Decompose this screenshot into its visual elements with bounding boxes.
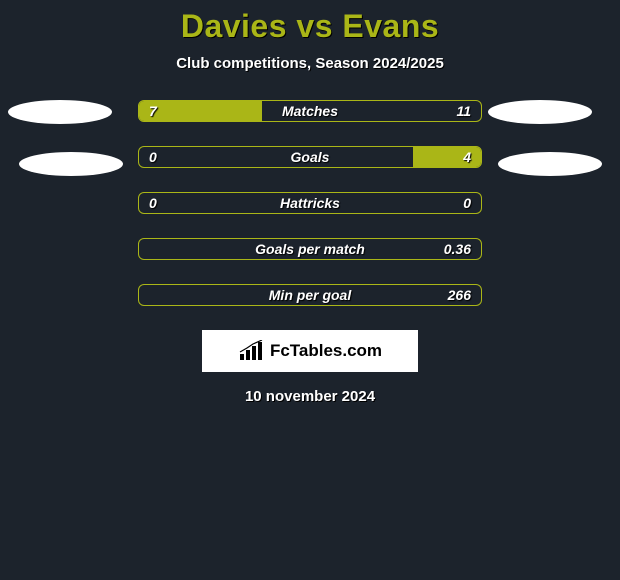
stat-label: Goals <box>291 149 330 165</box>
stat-row: 0.36 Goals per match <box>138 238 482 260</box>
bar-left <box>139 101 262 121</box>
stat-row: 0 4 Goals <box>138 146 482 168</box>
player-right-oval-1 <box>488 100 592 124</box>
stat-value-right: 11 <box>456 103 471 119</box>
stat-row: 7 11 Matches <box>138 100 482 122</box>
stat-value-right: 0 <box>463 195 471 211</box>
player-left-oval-2 <box>19 152 123 176</box>
stat-row: 266 Min per goal <box>138 284 482 306</box>
source-logo[interactable]: FcTables.com <box>202 330 418 372</box>
player-right-oval-2 <box>498 152 602 176</box>
stat-label: Hattricks <box>280 195 340 211</box>
stat-value-left: 0 <box>149 195 157 211</box>
player-left-oval-1 <box>8 100 112 124</box>
stat-label: Goals per match <box>255 241 365 257</box>
stat-value-left: 7 <box>149 103 157 119</box>
stat-value-left: 0 <box>149 149 157 165</box>
stat-label: Matches <box>282 103 338 119</box>
date-label: 10 november 2024 <box>0 388 620 405</box>
page-title: Davies vs Evans <box>0 8 620 45</box>
chart-icon <box>238 340 266 362</box>
stat-value-right: 4 <box>463 149 471 165</box>
stat-label: Min per goal <box>269 287 351 303</box>
stat-row: 0 0 Hattricks <box>138 192 482 214</box>
comparison-widget: Davies vs Evans Club competitions, Seaso… <box>0 0 620 405</box>
subtitle: Club competitions, Season 2024/2025 <box>0 55 620 72</box>
stat-value-right: 0.36 <box>444 241 471 257</box>
logo-text: FcTables.com <box>270 341 382 361</box>
stats-area: 7 11 Matches 0 4 Goals 0 0 Hattricks 0.36 Goals pe… <box>0 100 620 306</box>
stat-value-right: 266 <box>448 287 471 303</box>
